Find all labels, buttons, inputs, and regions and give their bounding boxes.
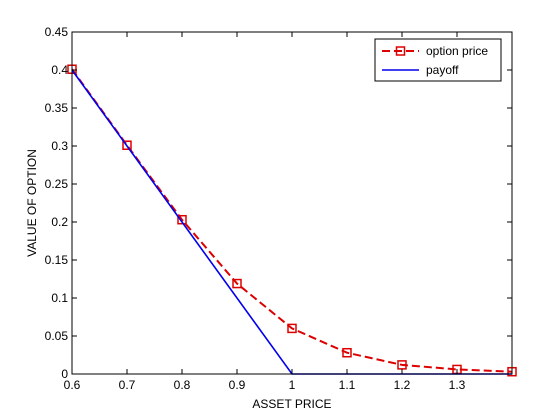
x-tick-label: 0.6 <box>64 378 81 392</box>
x-tick-label: 1.2 <box>394 378 411 392</box>
y-axis-label: VALUE OF OPTION <box>25 149 39 257</box>
legend-box <box>374 38 502 82</box>
x-tick-label: 1 <box>289 378 296 392</box>
x-tick-label: 0.8 <box>174 378 191 392</box>
y-tick-label: 0.25 <box>45 177 69 191</box>
legend-label-payoff: payoff <box>426 63 459 77</box>
x-tick-label: 1.3 <box>449 378 466 392</box>
legend-marker-option-price <box>395 46 406 56</box>
data-point-option-price <box>397 360 407 370</box>
legend: option price payoff <box>374 38 502 82</box>
data-point-option-price <box>287 323 297 334</box>
x-tick-label: 1.1 <box>339 378 356 392</box>
plot-area <box>72 32 512 374</box>
y-tick-label: 0.3 <box>51 139 68 153</box>
y-tick-label: 0.15 <box>45 253 69 267</box>
data-point-option-price <box>177 214 187 225</box>
y-tick-label: 0.35 <box>45 101 69 115</box>
x-tick-label: 0.9 <box>229 378 246 392</box>
data-point-option-price <box>122 140 132 150</box>
y-tick-label: 0.2 <box>51 215 68 229</box>
y-tick-label: 0 <box>61 367 68 381</box>
y-tick-label: 0.1 <box>51 291 68 305</box>
y-tick-label: 0.05 <box>45 329 69 343</box>
data-point-option-price <box>232 278 242 289</box>
legend-label-option-price: option price <box>426 44 488 58</box>
x-axis-label: ASSET PRICE <box>252 397 331 411</box>
y-tick-label: 0.45 <box>45 25 69 39</box>
x-tick-label: 0.7 <box>119 378 136 392</box>
axes-layer: 0.6 0.7 0.8 0.9 1 1.1 1.2 1.3 0 0.05 0.1 0.15 0.2 0.2… <box>45 25 513 392</box>
data-point-option-price <box>342 347 352 358</box>
y-tick-label: 0.4 <box>51 63 68 77</box>
